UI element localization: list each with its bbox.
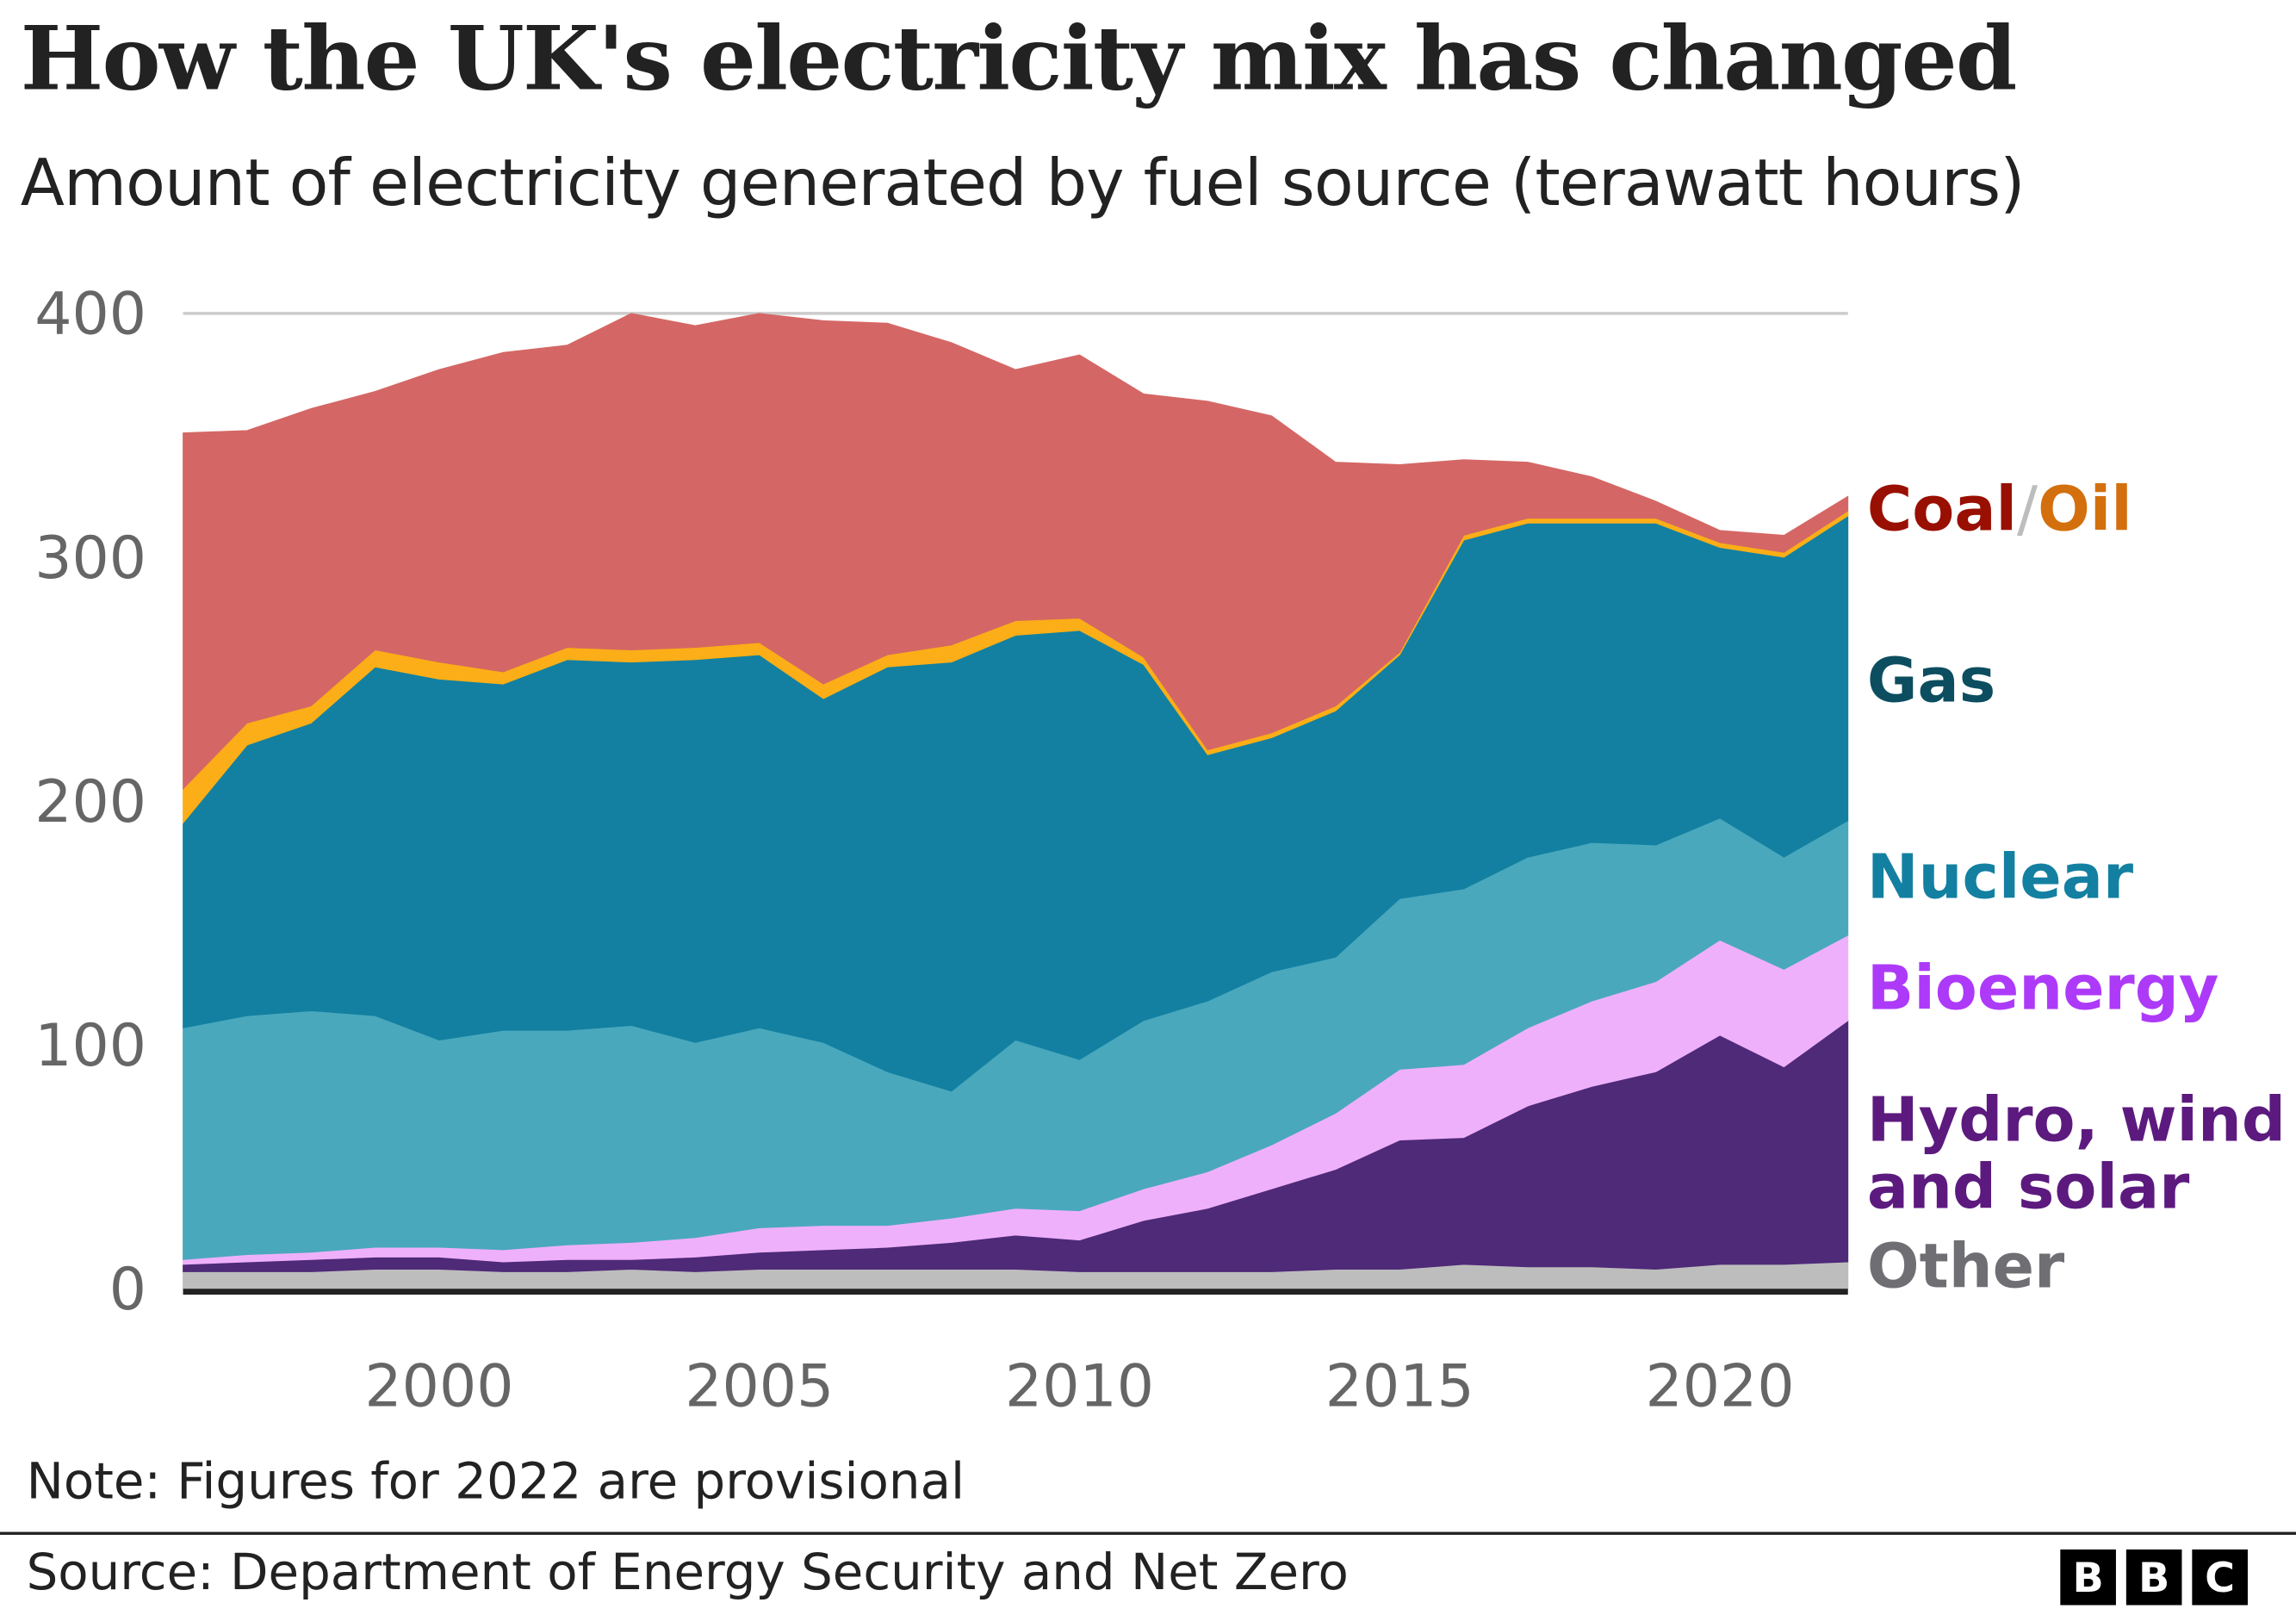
y-tick-label: 0 <box>109 1256 146 1324</box>
area-coal <box>183 313 1849 790</box>
footnote: Note: Figures for 2022 are provisional <box>26 1452 965 1512</box>
label-slash: / <box>2017 473 2038 545</box>
y-tick-label: 400 <box>34 281 146 349</box>
label-oil: Oil <box>2038 473 2132 545</box>
label-other: Other <box>1866 1230 2065 1302</box>
label-hydro-wind-solar: Hydro, wind and solar <box>1866 1084 2287 1223</box>
footer-divider <box>0 1531 2296 1535</box>
source-text: Source: Department of Energy Security an… <box>26 1544 1349 1603</box>
chart-subtitle: Amount of electricity generated by fuel … <box>20 146 2026 221</box>
chart-title: How the UK's electricity mix has changed <box>20 9 2018 112</box>
x-tick-label: 2010 <box>1005 1352 1154 1420</box>
x-tick-label: 2015 <box>1325 1352 1474 1420</box>
area-chart: 0 100 200 300 400 2000 2005 2010 2015 2020 <box>34 281 1849 1420</box>
x-tick-label: 2005 <box>685 1352 834 1420</box>
y-tick-label: 300 <box>34 525 146 593</box>
x-tick-label: 2020 <box>1646 1352 1795 1420</box>
label-coal-oil: Coal/Oil <box>1866 473 2132 545</box>
y-tick-label: 100 <box>34 1012 146 1080</box>
label-hydro-line1: Hydro, wind <box>1866 1084 2287 1156</box>
label-coal: Coal <box>1866 473 2018 545</box>
bbc-logo-c: C <box>2192 1549 2248 1606</box>
label-nuclear: Nuclear <box>1866 840 2134 913</box>
label-gas: Gas <box>1866 644 1996 717</box>
x-tick-label: 2000 <box>364 1352 513 1420</box>
y-tick-label: 200 <box>34 768 146 836</box>
label-bioenergy: Bioenergy <box>1866 952 2219 1024</box>
bbc-logo-b1: B <box>2060 1549 2116 1606</box>
bbc-logo-b2: B <box>2125 1549 2182 1606</box>
label-hydro-line2: and solar <box>1866 1151 2190 1223</box>
